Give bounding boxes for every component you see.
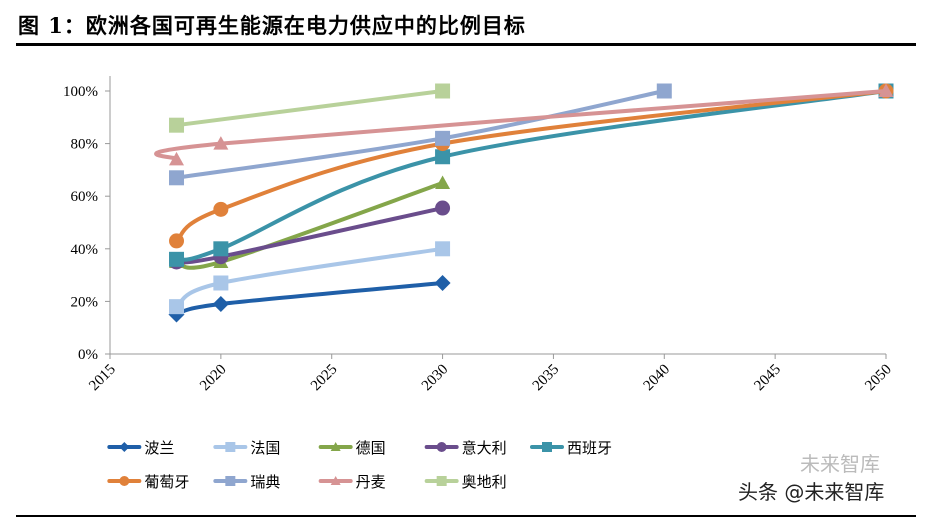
legend-label: 奥地利 [462, 473, 507, 491]
legend-label: 葡萄牙 [144, 473, 189, 491]
x-tick-label: 2030 [419, 362, 452, 395]
legend-item: 奥地利 [424, 473, 507, 491]
y-tick-label: 20% [71, 294, 99, 310]
figure-title: 图 1：欧洲各国可再生能源在电力供应中的比例目标 [18, 13, 526, 38]
marker-square [169, 299, 185, 315]
series-瑞典 [169, 83, 672, 186]
legend-item: 意大利 [424, 439, 507, 457]
marker-diamond [119, 442, 130, 452]
legend-item: 葡萄牙 [107, 473, 189, 491]
marker-square [435, 83, 451, 99]
y-tick-label: 80% [71, 137, 99, 153]
legend-item: 波兰 [107, 439, 174, 457]
x-tick-label: 2020 [197, 362, 230, 395]
marker-triangle [330, 442, 341, 451]
watermark-logo: 未来智库 [800, 452, 880, 476]
x-tick-label: 2025 [308, 362, 341, 395]
legend-item: 瑞典 [213, 473, 280, 491]
marker-circle [213, 201, 229, 217]
marker-square [436, 476, 447, 486]
series-波兰 [168, 274, 451, 323]
marker-circle [436, 442, 447, 452]
marker-square [213, 275, 229, 291]
marker-square [225, 476, 236, 486]
marker-square [169, 251, 185, 267]
legend-label: 法国 [250, 439, 280, 457]
series-葡萄牙 [169, 83, 894, 249]
marker-circle [119, 476, 130, 486]
top-rule [16, 43, 916, 46]
series-西班牙 [169, 83, 894, 267]
bottom-rule [16, 515, 916, 517]
y-tick-label: 100% [63, 84, 98, 100]
series-line [174, 89, 445, 128]
marker-square [169, 117, 185, 133]
marker-square [435, 241, 451, 257]
marker-circle [435, 200, 451, 216]
legend-label: 瑞典 [250, 473, 280, 491]
marker-square [169, 170, 185, 186]
legend-item: 丹麦 [318, 473, 386, 491]
y-tick-label: 0% [78, 347, 98, 363]
marker-square [435, 130, 451, 146]
x-tick-label: 2050 [862, 362, 895, 395]
series-奥地利 [169, 83, 451, 133]
y-tick-label: 60% [71, 189, 99, 205]
marker-triangle [213, 136, 229, 150]
legend-label: 意大利 [462, 439, 507, 457]
y-tick-label: 40% [71, 242, 99, 258]
marker-triangle [435, 175, 451, 190]
series-意大利 [169, 200, 451, 270]
x-tick-label: 2045 [751, 362, 784, 395]
watermark: 头条 @未来智库 [738, 480, 885, 504]
marker-circle [169, 233, 185, 249]
marker-triangle [330, 476, 341, 485]
series-法国 [169, 241, 451, 315]
marker-square [542, 442, 552, 452]
series-line [154, 89, 888, 162]
series-丹麦 [154, 83, 894, 166]
marker-square [435, 149, 451, 165]
x-tick-label: 2040 [641, 362, 674, 395]
marker-triangle [169, 151, 185, 166]
x-tick-label: 2015 [86, 362, 119, 395]
legend-item: 西班牙 [530, 439, 612, 457]
marker-square [656, 83, 672, 99]
legend-label: 丹麦 [356, 473, 386, 491]
legend-label: 西班牙 [567, 439, 612, 457]
series-line [174, 89, 888, 262]
legend-item: 德国 [318, 439, 386, 457]
marker-square [225, 442, 236, 452]
marker-diamond [212, 296, 229, 313]
marker-triangle [878, 83, 894, 97]
x-tick-label: 2035 [530, 362, 563, 395]
marker-square [213, 241, 229, 257]
legend-label: 波兰 [144, 439, 174, 457]
legend-item: 法国 [213, 439, 280, 457]
legend-label: 德国 [356, 439, 386, 457]
marker-diamond [434, 274, 451, 291]
series-line [174, 89, 888, 243]
series-line [174, 89, 667, 180]
